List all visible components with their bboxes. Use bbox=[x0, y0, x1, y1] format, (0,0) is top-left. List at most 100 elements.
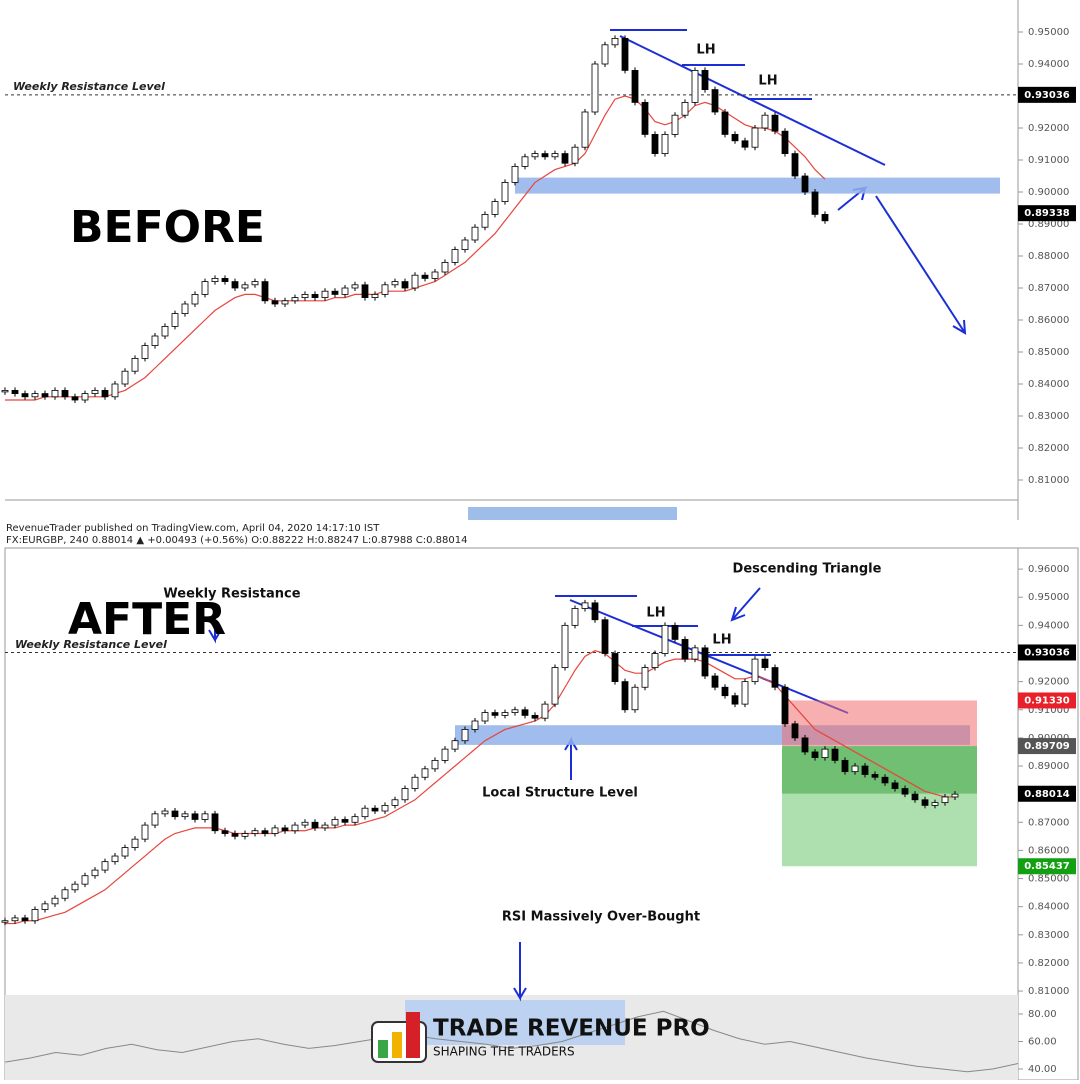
candle bbox=[431, 759, 439, 770]
candle bbox=[351, 816, 359, 823]
candle bbox=[701, 647, 709, 677]
candle bbox=[551, 153, 559, 158]
y-tick-label: 0.86000 bbox=[1028, 315, 1069, 326]
candle bbox=[41, 903, 49, 910]
candle bbox=[181, 813, 189, 818]
y-tick-label: 0.92000 bbox=[1028, 123, 1069, 134]
candle bbox=[281, 300, 289, 305]
candle bbox=[731, 695, 739, 705]
candle bbox=[1, 389, 9, 393]
candle bbox=[481, 712, 489, 722]
candle bbox=[631, 686, 639, 711]
annotation: Weekly Resistance bbox=[163, 587, 300, 602]
candle bbox=[141, 345, 149, 359]
candle bbox=[691, 647, 699, 660]
annotation: BEFORE bbox=[70, 202, 265, 253]
candle bbox=[61, 389, 69, 398]
price-label: 0.89709 bbox=[1024, 741, 1070, 752]
candle bbox=[171, 313, 179, 327]
logo-tagline: SHAPING THE TRADERS bbox=[433, 1045, 575, 1059]
y-tick-label: 0.87000 bbox=[1028, 283, 1069, 294]
y-tick-label: 0.86000 bbox=[1028, 845, 1069, 856]
candle bbox=[751, 658, 759, 683]
candle bbox=[881, 776, 889, 784]
arrow bbox=[730, 587, 761, 622]
candle bbox=[321, 824, 329, 829]
candle bbox=[401, 788, 409, 801]
y-tick-label: 0.85000 bbox=[1028, 874, 1069, 885]
candle bbox=[701, 70, 709, 91]
candle bbox=[581, 111, 589, 148]
candle bbox=[691, 70, 699, 103]
annotation: LH bbox=[758, 74, 777, 89]
arrow bbox=[513, 942, 527, 1002]
candle bbox=[111, 383, 119, 398]
candle bbox=[761, 658, 769, 668]
candle bbox=[641, 667, 649, 688]
candle bbox=[151, 335, 159, 347]
y-tick-label: 0.91000 bbox=[1028, 705, 1069, 716]
candle bbox=[471, 226, 479, 241]
candle bbox=[1, 920, 9, 923]
candle bbox=[681, 639, 689, 660]
candle bbox=[231, 833, 239, 837]
candle bbox=[121, 847, 129, 857]
publish-header: RevenueTrader published on TradingView.c… bbox=[6, 523, 380, 534]
candle bbox=[601, 619, 609, 654]
moving-average bbox=[5, 650, 955, 925]
candle bbox=[301, 293, 309, 298]
candle bbox=[491, 201, 499, 215]
candle bbox=[101, 389, 109, 398]
y-tick-label: 60.00 bbox=[1028, 1036, 1057, 1047]
candle bbox=[891, 782, 899, 789]
candle bbox=[801, 737, 809, 753]
candle bbox=[591, 602, 599, 621]
price-label-box bbox=[1018, 86, 1076, 103]
highlight bbox=[405, 1000, 625, 1045]
candle bbox=[341, 287, 349, 295]
candle bbox=[141, 824, 149, 840]
candle bbox=[741, 681, 749, 705]
y-tick-label: 0.82000 bbox=[1028, 958, 1069, 969]
candle bbox=[721, 686, 729, 697]
candle bbox=[311, 821, 319, 829]
logo: TRADE REVENUE PRO SHAPING THE TRADERS bbox=[371, 1012, 710, 1063]
annotation: Weekly Resistance Level bbox=[13, 80, 165, 93]
price-label-box bbox=[1018, 858, 1076, 875]
candle bbox=[541, 153, 549, 158]
price-label: 0.89338 bbox=[1024, 208, 1070, 219]
y-tick-label: 0.84000 bbox=[1028, 902, 1069, 913]
arrow bbox=[208, 605, 222, 644]
candle bbox=[271, 300, 279, 305]
support-zone bbox=[515, 177, 1000, 194]
annotation: Local Structure Level bbox=[482, 786, 638, 801]
candle bbox=[331, 290, 339, 295]
candle bbox=[751, 127, 759, 148]
candle bbox=[51, 389, 59, 398]
candle bbox=[381, 284, 389, 295]
candle bbox=[511, 709, 519, 713]
candle bbox=[391, 799, 399, 806]
y-tick-label: 0.89000 bbox=[1028, 761, 1069, 772]
candle bbox=[821, 213, 829, 222]
candle bbox=[941, 796, 949, 803]
candle bbox=[271, 827, 279, 834]
candle bbox=[211, 813, 219, 832]
candle bbox=[561, 624, 569, 668]
candle bbox=[101, 861, 109, 871]
y-tick-label: 0.94000 bbox=[1028, 620, 1069, 631]
candle bbox=[21, 393, 29, 398]
candle bbox=[81, 875, 89, 885]
y-tick-label: 0.83000 bbox=[1028, 411, 1069, 422]
candle bbox=[871, 774, 879, 778]
candle bbox=[171, 810, 179, 818]
price-label: 0.93036 bbox=[1024, 647, 1070, 658]
candle bbox=[841, 759, 849, 773]
candle bbox=[181, 303, 189, 314]
candle bbox=[501, 181, 509, 202]
logo-icon bbox=[406, 1012, 420, 1058]
candle bbox=[791, 723, 799, 739]
logo-icon bbox=[378, 1040, 388, 1058]
candle bbox=[21, 917, 29, 922]
candle bbox=[261, 281, 269, 302]
